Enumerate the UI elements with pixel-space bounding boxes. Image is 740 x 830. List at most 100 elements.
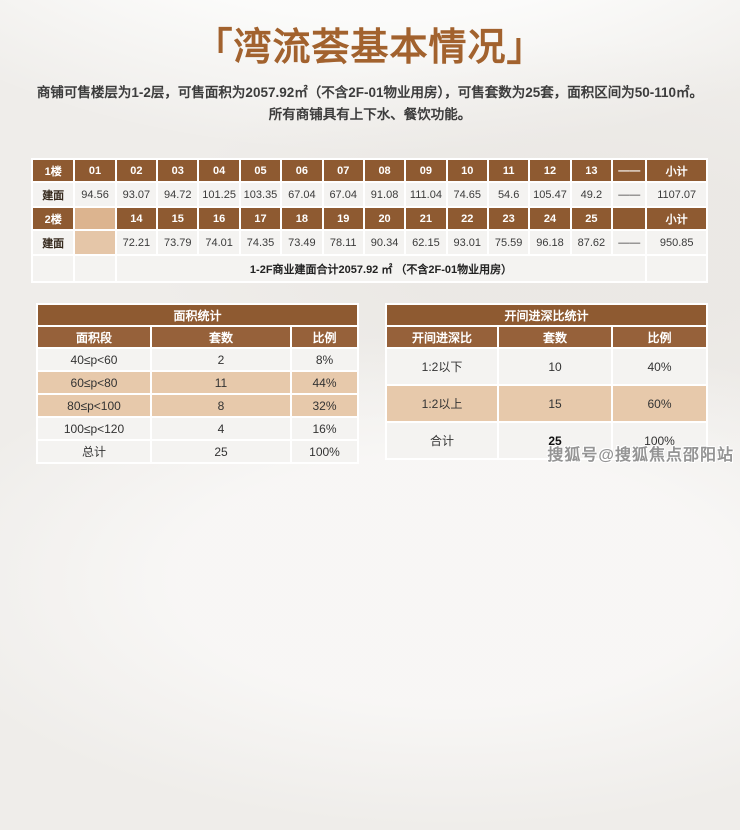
floor2-blank-header-cell bbox=[75, 208, 115, 229]
unit-header-cell: 15 bbox=[158, 208, 198, 229]
unit-header-cell: 16 bbox=[199, 208, 239, 229]
stat-cell: 25 bbox=[499, 423, 611, 458]
unit-header-cell: 06 bbox=[282, 160, 322, 181]
subtitle-line-2: 所有商铺具有上下水、餐饮功能。 bbox=[268, 107, 472, 123]
ratio-stats-row: 合计 25 100% bbox=[387, 423, 706, 458]
stat-cell: 总计 bbox=[38, 441, 150, 462]
area-stats-row: 总计 25 100% bbox=[38, 441, 357, 462]
unit-header-cell: 19 bbox=[323, 208, 363, 229]
stat-cell: 80≤p<100 bbox=[38, 395, 150, 416]
stat-cell: 60≤p<80 bbox=[38, 372, 150, 393]
area-value-cell: 49.2 bbox=[571, 183, 612, 206]
floor2-area-row-label: 建面 bbox=[33, 231, 74, 254]
area-value-cell: 74.65 bbox=[447, 183, 487, 206]
floor1-area-row-label: 建面 bbox=[33, 183, 74, 206]
stat-cell: 11 bbox=[152, 372, 290, 393]
unit-header-cell: 21 bbox=[406, 208, 446, 229]
summary-empty-cell bbox=[75, 256, 115, 281]
area-value-cell: —— bbox=[613, 183, 646, 206]
stat-cell: 40≤p<60 bbox=[38, 349, 150, 370]
unit-header-cell: 23 bbox=[488, 208, 529, 229]
unit-header-cell: 25 bbox=[571, 208, 612, 229]
area-stats-header-row: 面积段 套数 比例 bbox=[38, 327, 357, 347]
area-value-cell: 93.07 bbox=[116, 183, 157, 206]
area-value-cell: 93.01 bbox=[447, 231, 487, 254]
unit-header-cell: 05 bbox=[240, 160, 281, 181]
stat-cell: 100≤p<120 bbox=[38, 418, 150, 439]
column-header: 开间进深比 bbox=[387, 327, 497, 347]
floor2-blank-data-cell bbox=[75, 231, 115, 254]
page-title: 「湾流荟基本情况」 bbox=[194, 27, 546, 69]
ratio-stats-header-row: 开间进深比 套数 比例 bbox=[387, 327, 706, 347]
unit-header-cell: 12 bbox=[530, 160, 570, 181]
area-value-cell: —— bbox=[613, 231, 646, 254]
stat-cell: 1:2以下 bbox=[387, 349, 497, 384]
floor2-area-row: 建面 72.21 73.79 74.01 74.35 73.49 78.11 90.34 62… bbox=[33, 231, 706, 254]
area-value-cell: 1107.07 bbox=[647, 183, 706, 206]
area-value-cell: 950.85 bbox=[647, 231, 706, 254]
area-value-cell: 54.6 bbox=[488, 183, 529, 206]
watermark: 搜狐号@搜狐焦点邵阳站 bbox=[547, 447, 734, 464]
area-value-cell: 72.21 bbox=[116, 231, 157, 254]
stat-cell: 合计 bbox=[387, 423, 497, 458]
area-value-cell: 67.04 bbox=[282, 183, 322, 206]
unit-header-cell: 24 bbox=[530, 208, 570, 229]
stat-cell: 40% bbox=[613, 349, 706, 384]
unit-header-cell bbox=[613, 208, 646, 229]
column-header: 套数 bbox=[499, 327, 611, 347]
unit-header-cell: 18 bbox=[282, 208, 322, 229]
stat-cell: 8 bbox=[152, 395, 290, 416]
area-stats-row: 60≤p<80 11 44% bbox=[38, 372, 357, 393]
unit-header-cell: 13 bbox=[571, 160, 612, 181]
unit-header-cell: 02 bbox=[116, 160, 157, 181]
floor1-area-row: 建面 94.56 93.07 94.72 101.25 103.35 67.04 67.04… bbox=[33, 183, 706, 206]
stat-cell: 4 bbox=[152, 418, 290, 439]
column-header: 套数 bbox=[152, 327, 290, 347]
area-value-cell: 74.35 bbox=[240, 231, 281, 254]
area-value-cell: 75.59 bbox=[488, 231, 529, 254]
summary-text: 1-2F商业建面合计2057.92 ㎡ （不含2F-01物业用房） bbox=[116, 256, 646, 281]
area-value-cell: 90.34 bbox=[364, 231, 405, 254]
unit-header-cell: 03 bbox=[158, 160, 198, 181]
area-value-cell: 73.79 bbox=[158, 231, 198, 254]
ratio-stats-row: 1:2以下 10 40% bbox=[387, 349, 706, 384]
stat-cell: 100% bbox=[292, 441, 357, 462]
area-value-cell: 62.15 bbox=[406, 231, 446, 254]
summary-empty-cell bbox=[33, 256, 74, 281]
unit-header-cell: 04 bbox=[199, 160, 239, 181]
stat-cell: 8% bbox=[292, 349, 357, 370]
area-value-cell: 78.11 bbox=[323, 231, 363, 254]
unit-header-cell: 01 bbox=[75, 160, 115, 181]
area-value-cell: 91.08 bbox=[364, 183, 405, 206]
stat-cell: 2 bbox=[152, 349, 290, 370]
stat-cell: 60% bbox=[613, 386, 706, 421]
area-stats-row: 40≤p<60 2 8% bbox=[38, 349, 357, 370]
unit-header-cell: 07 bbox=[323, 160, 363, 181]
floor2-header-row: 2楼 14 15 16 17 18 19 20 21 22 23 24 25 小计 bbox=[33, 208, 706, 229]
subtitle-line-1: 商铺可售楼层为1-2层，可售面积为2057.92㎡（不含2F-01物业用房），可… bbox=[36, 85, 704, 100]
ratio-stats-title: 开间进深比统计 bbox=[387, 305, 706, 325]
stat-cell: 100% bbox=[613, 423, 706, 458]
stat-cell: 15 bbox=[499, 386, 611, 421]
area-value-cell: 101.25 bbox=[199, 183, 239, 206]
area-stats-title-row: 面积统计 bbox=[38, 305, 357, 325]
floor1-label: 1楼 bbox=[33, 160, 74, 181]
stat-cell: 1:2以上 bbox=[387, 386, 497, 421]
unit-header-cell: 10 bbox=[447, 160, 487, 181]
area-value-cell: 94.56 bbox=[75, 183, 115, 206]
column-header: 面积段 bbox=[38, 327, 150, 347]
area-stats-title: 面积统计 bbox=[38, 305, 357, 325]
area-value-cell: 105.47 bbox=[530, 183, 570, 206]
area-value-cell: 87.62 bbox=[571, 231, 612, 254]
column-header: 比例 bbox=[613, 327, 706, 347]
area-value-cell: 94.72 bbox=[158, 183, 198, 206]
unit-header-cell: 17 bbox=[240, 208, 281, 229]
floor2-label: 2楼 bbox=[33, 208, 74, 229]
page-subtitle: 商铺可售楼层为1-2层，可售面积为2057.92㎡（不含2F-01物业用房），可… bbox=[10, 82, 730, 127]
stat-cell: 25 bbox=[152, 441, 290, 462]
area-value-cell: 67.04 bbox=[323, 183, 363, 206]
stat-cell: 32% bbox=[292, 395, 357, 416]
area-value-cell: 96.18 bbox=[530, 231, 570, 254]
unit-header-cell: —— bbox=[613, 160, 646, 181]
area-stats-table: 面积统计 面积段 套数 比例 40≤p<60 2 8% 60≤p<80 11 44% 80≤… bbox=[36, 303, 359, 464]
